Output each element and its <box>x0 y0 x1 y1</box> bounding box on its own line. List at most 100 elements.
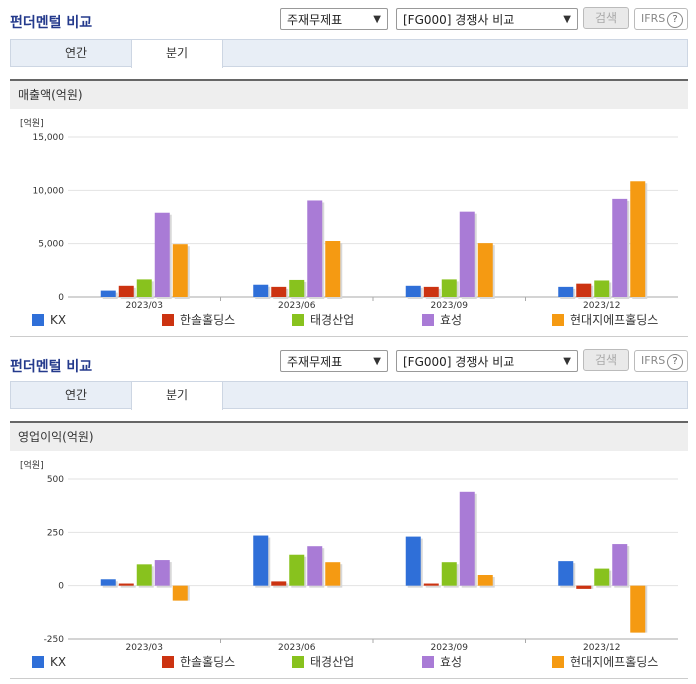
bar <box>154 560 170 586</box>
period-tabs: 연간 분기 <box>10 381 688 410</box>
legend-label: 현대지에프홀딩스 <box>570 655 659 669</box>
bar <box>253 284 269 297</box>
x-tick-label: 2023/06 <box>278 643 316 652</box>
panel-revenue: 펀더멘털 비교 주재무제표 ▼ [FG000] 경쟁사 비교 ▼ 검색 IFRS… <box>10 7 688 337</box>
legend-swatch <box>422 314 434 326</box>
y-tick-label: 15,000 <box>33 133 65 143</box>
legend-item[interactable]: 효성 <box>422 655 462 669</box>
y-tick-label: 0 <box>58 293 64 303</box>
y-tick-label: -250 <box>44 635 65 645</box>
y-tick-label: 0 <box>58 582 64 592</box>
legend-label: 효성 <box>440 655 463 669</box>
bar <box>558 286 574 297</box>
legend-item[interactable]: 효성 <box>422 313 462 327</box>
x-tick-label: 2023/03 <box>126 301 163 310</box>
y-tick-label: 5,000 <box>38 240 64 250</box>
bar <box>325 241 341 297</box>
comparison-select[interactable]: [FG000] 경쟁사 비교 ▼ <box>396 350 578 372</box>
legend-item[interactable]: 한솔홀딩스 <box>162 313 235 327</box>
legend-item[interactable]: 태경산업 <box>292 313 354 327</box>
ifrs-button[interactable]: IFRS ? <box>634 8 688 30</box>
bar <box>630 181 646 297</box>
legend-swatch <box>162 314 174 326</box>
y-tick-label: 500 <box>47 475 64 485</box>
bar <box>423 583 439 586</box>
legend-label: 한솔홀딩스 <box>180 313 236 327</box>
legend-swatch <box>422 656 434 668</box>
statement-select[interactable]: 주재무제표 ▼ <box>280 8 388 30</box>
x-tick-label: 2023/12 <box>583 301 620 310</box>
legend-swatch <box>292 314 304 326</box>
bar <box>136 279 152 297</box>
legend-item[interactable]: 한솔홀딩스 <box>162 655 235 669</box>
bar <box>630 585 646 633</box>
y-tick-label: 250 <box>47 528 64 538</box>
search-button[interactable]: 검색 <box>583 349 629 371</box>
ifrs-label: IFRS <box>641 12 666 25</box>
help-icon: ? <box>667 12 683 28</box>
bar-shadow <box>425 585 441 588</box>
legend-swatch <box>552 656 564 668</box>
period-tabs: 연간 분기 <box>10 39 688 68</box>
legend-item[interactable]: 현대지에프홀딩스 <box>552 313 658 327</box>
bar <box>459 491 475 586</box>
y-tick-label: 10,000 <box>33 186 65 196</box>
legend-label: 현대지에프홀딩스 <box>570 313 659 327</box>
comparison-select-value: [FG000] 경쟁사 비교 <box>403 13 515 27</box>
bar <box>136 564 152 586</box>
legend-label: 효성 <box>440 313 463 327</box>
comparison-select[interactable]: [FG000] 경쟁사 비교 ▼ <box>396 8 578 30</box>
bar <box>477 575 493 586</box>
bar <box>576 585 592 589</box>
bar <box>100 290 116 297</box>
panel-title: 펀더멘털 비교 <box>10 359 93 375</box>
statement-select[interactable]: 주재무제표 ▼ <box>280 350 388 372</box>
legend-label: 한솔홀딩스 <box>180 655 236 669</box>
bar <box>612 198 628 297</box>
x-tick-label: 2023/06 <box>278 301 316 310</box>
section-header: 영업이익(억원) <box>10 421 688 451</box>
bar <box>118 583 134 586</box>
bar <box>594 568 610 586</box>
x-tick-label: 2023/09 <box>431 643 469 652</box>
panel-operating-profit: 펀더멘털 비교 주재무제표 ▼ [FG000] 경쟁사 비교 ▼ 검색 IFRS… <box>0 342 696 684</box>
legend-label: 태경산업 <box>310 655 355 669</box>
bar <box>558 561 574 586</box>
tab-quarterly[interactable]: 분기 <box>131 40 223 68</box>
bar <box>576 283 592 297</box>
tab-annual[interactable]: 연간 <box>64 46 88 60</box>
bar <box>612 544 628 586</box>
legend-swatch <box>32 314 44 326</box>
tab-quarterly[interactable]: 분기 <box>131 382 223 410</box>
search-button[interactable]: 검색 <box>583 7 629 29</box>
legend-item[interactable]: 태경산업 <box>292 655 354 669</box>
bar <box>172 585 188 601</box>
panel-title: 펀더멘털 비교 <box>10 15 93 31</box>
tab-annual[interactable]: 연간 <box>64 388 88 402</box>
bar <box>441 562 457 586</box>
legend-swatch <box>552 314 564 326</box>
comparison-select-value: [FG000] 경쟁사 비교 <box>403 355 515 369</box>
bar <box>289 279 305 297</box>
bar <box>118 285 134 297</box>
revenue-chart: [억원] 0 5,000 10,000 15,000 2023/03 2023/06 2023… <box>20 117 678 310</box>
chevron-down-icon: ▼ <box>373 356 381 367</box>
divider <box>10 678 688 679</box>
bar <box>441 279 457 297</box>
bar <box>405 285 421 297</box>
legend-swatch <box>32 656 44 668</box>
bar <box>405 536 421 586</box>
bar <box>307 200 323 297</box>
x-tick-label: 2023/03 <box>126 643 163 652</box>
x-tick-label: 2023/09 <box>431 301 469 310</box>
legend-item[interactable]: 현대지에프홀딩스 <box>552 655 658 669</box>
legend-item[interactable]: KX <box>32 313 66 327</box>
legend-item[interactable]: KX <box>32 655 66 669</box>
chevron-down-icon: ▼ <box>563 356 571 367</box>
ifrs-button[interactable]: IFRS ? <box>634 350 688 372</box>
unit-label: [억원] <box>20 459 44 471</box>
bar <box>423 286 439 297</box>
legend-label: KX <box>50 655 67 669</box>
statement-select-value: 주재무제표 <box>287 13 343 27</box>
legend-label: KX <box>50 313 67 327</box>
